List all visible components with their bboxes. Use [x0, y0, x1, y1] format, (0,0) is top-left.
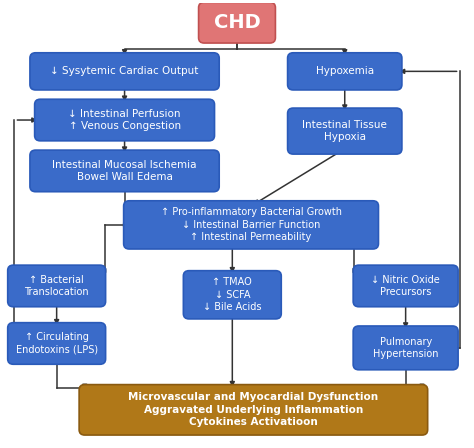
Text: ↑ TMAO
↓ SCFA
↓ Bile Acids: ↑ TMAO ↓ SCFA ↓ Bile Acids: [203, 277, 262, 312]
FancyBboxPatch shape: [288, 108, 402, 154]
Text: Intestinal Tissue
Hypoxia: Intestinal Tissue Hypoxia: [302, 120, 387, 142]
FancyBboxPatch shape: [124, 201, 378, 249]
Text: Intestinal Mucosal Ischemia
Bowel Wall Edema: Intestinal Mucosal Ischemia Bowel Wall E…: [52, 159, 197, 182]
Text: ↓ Nitric Oxide
Precursors: ↓ Nitric Oxide Precursors: [371, 275, 440, 297]
Text: Hypoxemia: Hypoxemia: [316, 66, 374, 76]
FancyBboxPatch shape: [30, 53, 219, 90]
FancyBboxPatch shape: [199, 2, 275, 43]
Text: ↓ Intestinal Perfusion
↑ Venous Congestion: ↓ Intestinal Perfusion ↑ Venous Congesti…: [68, 109, 181, 131]
FancyBboxPatch shape: [353, 265, 458, 307]
Text: CHD: CHD: [214, 13, 260, 32]
Text: ↓ Sysytemic Cardiac Output: ↓ Sysytemic Cardiac Output: [50, 66, 199, 76]
Text: Pulmonary
Hypertension: Pulmonary Hypertension: [373, 337, 438, 359]
FancyBboxPatch shape: [30, 150, 219, 192]
FancyBboxPatch shape: [183, 271, 281, 319]
Text: ↑ Circulating
Endotoxins (LPS): ↑ Circulating Endotoxins (LPS): [16, 332, 98, 355]
FancyBboxPatch shape: [353, 326, 458, 370]
FancyBboxPatch shape: [8, 323, 106, 364]
Text: Microvascular and Myocardial Dysfunction
Aggravated Underlying Inflammation
Cyto: Microvascular and Myocardial Dysfunction…: [128, 392, 378, 427]
FancyBboxPatch shape: [35, 99, 215, 141]
FancyBboxPatch shape: [8, 265, 106, 307]
FancyBboxPatch shape: [79, 384, 428, 435]
FancyBboxPatch shape: [288, 53, 402, 90]
Text: ↑ Bacterial
Translocation: ↑ Bacterial Translocation: [24, 275, 89, 297]
Text: ↑ Pro-inflammatory Bacterial Growth
↓ Intestinal Barrier Function
↑ Intestinal P: ↑ Pro-inflammatory Bacterial Growth ↓ In…: [161, 207, 342, 242]
